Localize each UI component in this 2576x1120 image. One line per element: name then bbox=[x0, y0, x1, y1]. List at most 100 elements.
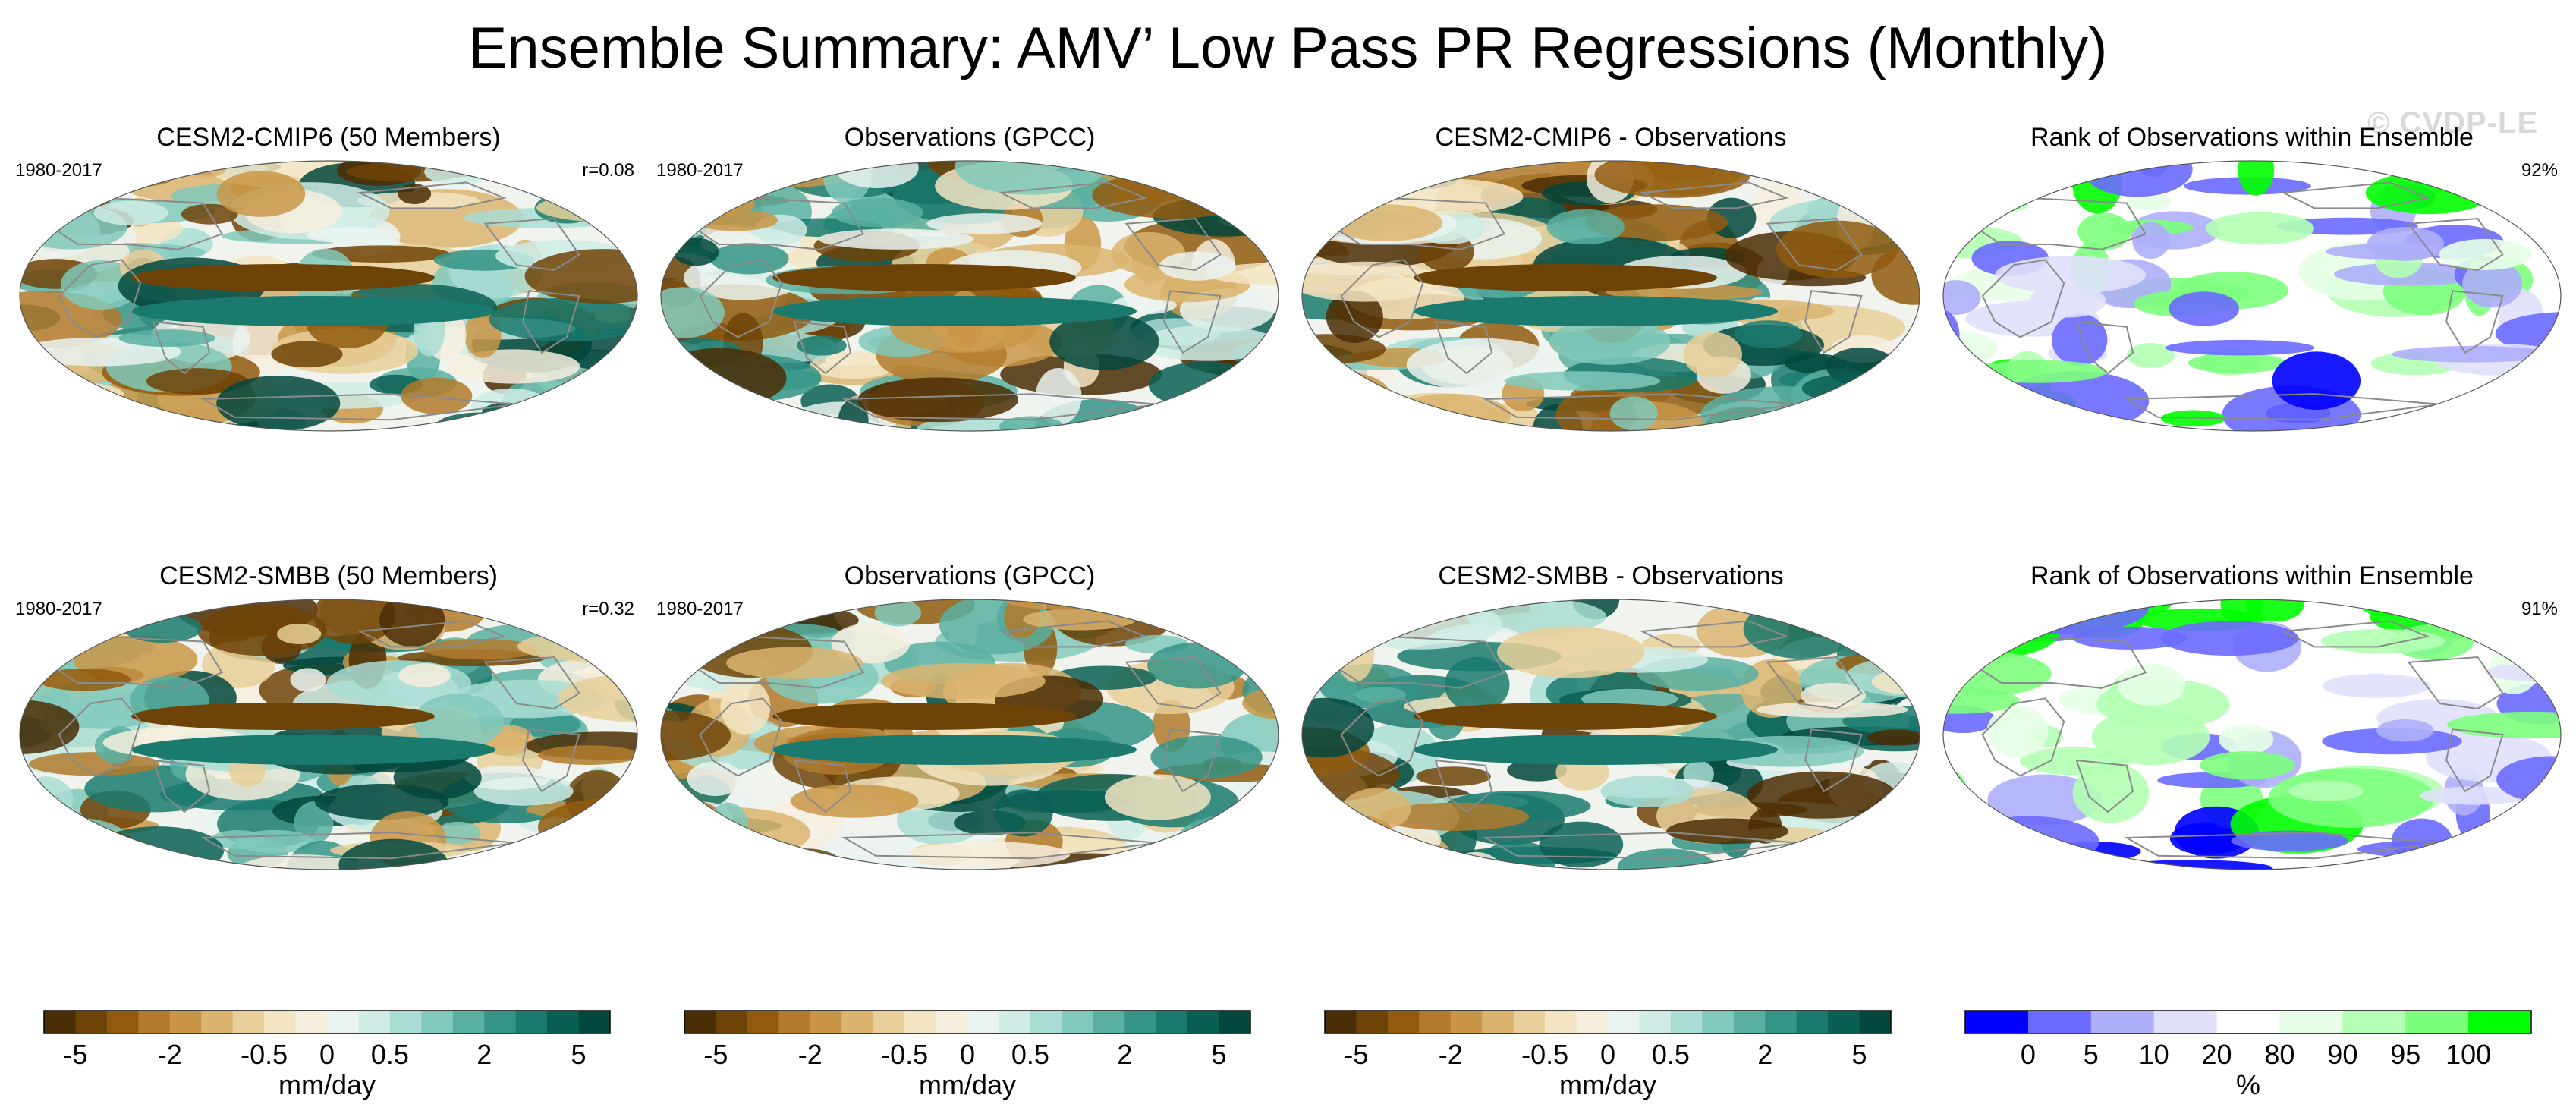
map-obs-r2 bbox=[661, 599, 1279, 870]
colorbar-swatch bbox=[810, 1011, 842, 1033]
colorbar-tick-label: -5 bbox=[1344, 1039, 1369, 1070]
map-diff-r1 bbox=[1302, 161, 1920, 431]
colorbar-swatch bbox=[778, 1011, 811, 1033]
colorbar-swatch bbox=[1765, 1011, 1798, 1033]
colorbar-tick-label: 0.5 bbox=[1011, 1039, 1049, 1070]
map-diff-r2 bbox=[1302, 599, 1920, 870]
colorbar-swatch bbox=[747, 1011, 779, 1033]
colorbar-swatch bbox=[1965, 1011, 2029, 1033]
colorbar-tick-label: 5 bbox=[1851, 1039, 1867, 1070]
colorbar-swatch bbox=[106, 1011, 139, 1033]
stat-label: r=0.08 bbox=[582, 160, 634, 181]
colorbar-tick-label: -0.5 bbox=[881, 1039, 929, 1070]
colorbar-tick-label: 5 bbox=[1211, 1039, 1227, 1070]
colorbar-swatch bbox=[389, 1011, 422, 1033]
colorbar-swatch bbox=[2090, 1011, 2155, 1033]
colorbar-swatch bbox=[1670, 1011, 1703, 1033]
colorbar-swatch bbox=[201, 1011, 234, 1033]
colorbar-swatch bbox=[716, 1011, 748, 1033]
period-label: 1980-2017 bbox=[656, 160, 744, 181]
colorbar-units: % bbox=[2235, 1069, 2260, 1100]
colorbar-swatch bbox=[1356, 1011, 1389, 1033]
colorbar-swatch bbox=[1219, 1011, 1251, 1033]
colorbar-units: mm/day bbox=[1558, 1069, 1657, 1100]
stat-label: 91% bbox=[2521, 599, 2558, 619]
colorbar-swatch bbox=[1093, 1011, 1125, 1033]
colorbar-tick-label: -0.5 bbox=[1521, 1039, 1569, 1070]
colorbar-swatch bbox=[2153, 1011, 2218, 1033]
panel-title: Rank of Observations within Ensemble bbox=[2030, 123, 2474, 152]
colorbar-swatch bbox=[484, 1011, 517, 1033]
colorbar-swatch bbox=[327, 1011, 359, 1033]
colorbar-swatch bbox=[1796, 1011, 1829, 1033]
colorbar-swatch bbox=[904, 1011, 937, 1033]
colorbar-swatch bbox=[1156, 1011, 1188, 1033]
colorbar-swatch bbox=[1608, 1011, 1640, 1033]
period-label: 1980-2017 bbox=[15, 160, 102, 181]
colorbar-swatch bbox=[295, 1011, 328, 1033]
colorbar-tick-label: 100 bbox=[2445, 1039, 2492, 1070]
colorbar-swatch bbox=[1124, 1011, 1157, 1033]
colorbar-swatch bbox=[1062, 1011, 1094, 1033]
panel-title: Observations (GPCC) bbox=[844, 562, 1096, 590]
colorbar-swatch bbox=[1187, 1011, 1220, 1033]
panel-title: CESM2-CMIP6 - Observations bbox=[1435, 123, 1787, 152]
colorbar-tick-label: 0.5 bbox=[1651, 1039, 1690, 1070]
stat-label: r=0.32 bbox=[582, 599, 634, 619]
colorbar-swatch bbox=[2468, 1011, 2532, 1033]
colorbar-3 bbox=[1324, 1010, 1892, 1034]
map-obs-r1 bbox=[661, 161, 1279, 431]
colorbar-tick-label: 20 bbox=[2201, 1039, 2232, 1070]
stat-label: 92% bbox=[2521, 160, 2558, 181]
colorbar-tick-label: 0 bbox=[1599, 1039, 1616, 1070]
panel-title: CESM2-CMIP6 (50 Members) bbox=[156, 123, 501, 152]
colorbar-tick-label: -2 bbox=[1438, 1039, 1463, 1070]
colorbar-swatch bbox=[1482, 1011, 1514, 1033]
colorbar-swatch bbox=[1513, 1011, 1546, 1033]
panel-title: Observations (GPCC) bbox=[844, 123, 1096, 152]
watermark: © CVDP-LE bbox=[2367, 106, 2539, 140]
colorbar-swatch bbox=[138, 1011, 171, 1033]
period-label: 1980-2017 bbox=[656, 599, 744, 619]
colorbar-swatch bbox=[1733, 1011, 1766, 1033]
colorbar-swatch bbox=[999, 1011, 1031, 1033]
colorbar-tick-label: 0 bbox=[959, 1039, 976, 1070]
colorbar-swatch bbox=[1702, 1011, 1735, 1033]
colorbar-tick-label: 2 bbox=[477, 1039, 492, 1070]
colorbar-swatch bbox=[1419, 1011, 1452, 1033]
colorbar-swatch bbox=[578, 1011, 611, 1033]
figure-title: Ensemble Summary: AMV’ Low Pass PR Regre… bbox=[468, 16, 2108, 80]
colorbar-tick-label: -5 bbox=[703, 1039, 728, 1070]
colorbar-tick-label: 5 bbox=[571, 1039, 587, 1070]
colorbar-units: mm/day bbox=[918, 1069, 1017, 1100]
colorbar-swatch bbox=[967, 1011, 999, 1033]
colorbar-tick-label: 0.5 bbox=[370, 1039, 409, 1070]
colorbar-swatch bbox=[452, 1011, 485, 1033]
colorbar-swatch bbox=[358, 1011, 391, 1033]
colorbar-swatch bbox=[841, 1011, 874, 1033]
colorbar-swatch bbox=[684, 1011, 716, 1033]
colorbar-tick-label: 90 bbox=[2327, 1039, 2358, 1070]
map-model-r2 bbox=[20, 599, 637, 870]
panel-title: CESM2-SMBB - Observations bbox=[1438, 562, 1784, 590]
colorbar-swatch bbox=[936, 1011, 968, 1033]
colorbar-swatch bbox=[1576, 1011, 1609, 1033]
colorbar-tick-label: -2 bbox=[797, 1039, 822, 1070]
colorbar-units: mm/day bbox=[278, 1069, 376, 1100]
colorbar-tick-label: 0 bbox=[319, 1039, 335, 1070]
colorbar-swatch bbox=[75, 1011, 108, 1033]
colorbar-swatch bbox=[1387, 1011, 1420, 1033]
colorbar-swatch bbox=[1639, 1011, 1672, 1033]
colorbar-swatch bbox=[2216, 1011, 2280, 1033]
map-rank-r1 bbox=[1943, 161, 2561, 431]
colorbar-swatch bbox=[264, 1011, 297, 1033]
colorbar-swatch bbox=[2342, 1011, 2406, 1033]
colorbar-swatch bbox=[1859, 1011, 1892, 1033]
colorbar-tick-label: 95 bbox=[2390, 1039, 2421, 1070]
colorbar-swatch bbox=[1828, 1011, 1860, 1033]
map-model-r1 bbox=[20, 161, 637, 431]
colorbar-swatch bbox=[873, 1011, 905, 1033]
colorbar-swatch bbox=[169, 1011, 202, 1033]
colorbar-4 bbox=[1964, 1010, 2532, 1034]
